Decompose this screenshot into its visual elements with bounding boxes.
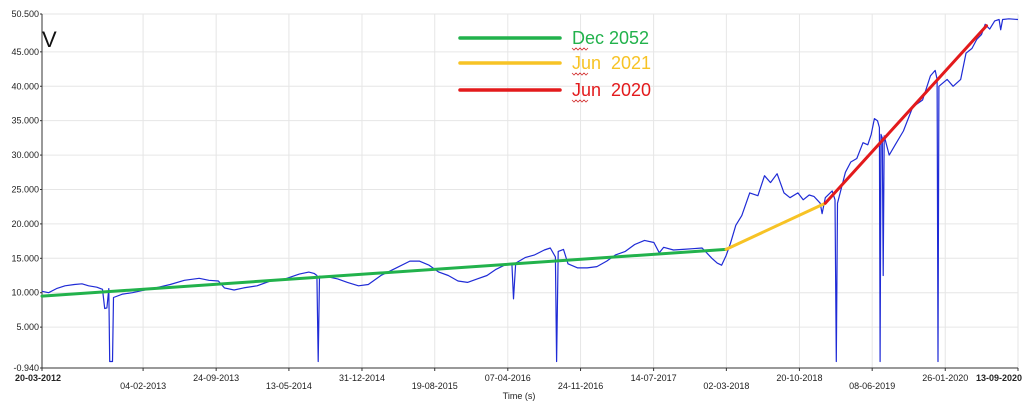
y-tick-label: 40.000: [11, 81, 39, 91]
y-tick-label: 35.000: [11, 116, 39, 126]
y-tick-label: 25.000: [11, 184, 39, 194]
legend-label: Jun 2021: [572, 53, 651, 73]
spellcheck-squiggle: [571, 99, 589, 103]
x-tick-label: 20-10-2018: [776, 373, 822, 383]
trendline-2: [823, 24, 989, 205]
panel-label: V: [42, 27, 57, 52]
x-tick-label: 04-02-2013: [120, 381, 166, 391]
spellcheck-squiggle: [571, 72, 589, 76]
x-tick-label: 24-09-2013: [193, 373, 239, 383]
spellcheck-squiggle: [571, 47, 589, 51]
x-tick-label: 24-11-2016: [558, 381, 603, 391]
series-layer: [41, 18, 1019, 363]
trendline-0: [40, 247, 728, 298]
x-tick-label: 02-03-2018: [703, 381, 749, 391]
y-tick-label: 15.000: [11, 253, 39, 263]
x-tick-label: 08-06-2019: [849, 381, 895, 391]
y-tick-label: 50.500: [11, 9, 39, 19]
x-axis-ticks: 20-03-2012 04-02-2013 24-09-2013 13-05-2014…: [15, 368, 1022, 391]
y-tick-label: 20.000: [11, 219, 39, 229]
y-tick-label: 5.000: [16, 322, 39, 332]
series-line-0: [41, 18, 1019, 363]
x-tick-label: 19-08-2015: [412, 381, 458, 391]
y-axis-ticks: 50.500 45.000 40.000 35.000 30.000 25.000 20.0…: [11, 9, 42, 373]
x-tick-label: 20-03-2012: [15, 373, 61, 383]
x-tick-label: 07-04-2016: [485, 373, 531, 383]
x-axis-label: Time (s): [503, 391, 536, 401]
y-tick-label: 45.000: [11, 47, 39, 57]
x-tick-label: 13-09-2020: [976, 373, 1022, 383]
legend-label: Dec 2052: [572, 28, 649, 48]
grid-lines: [41, 13, 1019, 369]
legend-label: Jun 2020: [572, 80, 651, 100]
trendline-1: [724, 201, 827, 251]
trendline-layer: [40, 24, 989, 298]
axes: [41, 14, 1018, 369]
legend: Dec 2052 Jun 2021 Jun 2020: [458, 28, 651, 103]
y-tick-label: 10.000: [11, 288, 39, 298]
x-tick-label: 26-01-2020: [922, 373, 968, 383]
y-tick-label: -0.940: [13, 363, 39, 373]
x-tick-label: 31-12-2014: [339, 373, 385, 383]
x-tick-label: 13-05-2014: [266, 381, 312, 391]
x-tick-label: 14-07-2017: [631, 373, 677, 383]
y-tick-label: 30.000: [11, 150, 39, 160]
